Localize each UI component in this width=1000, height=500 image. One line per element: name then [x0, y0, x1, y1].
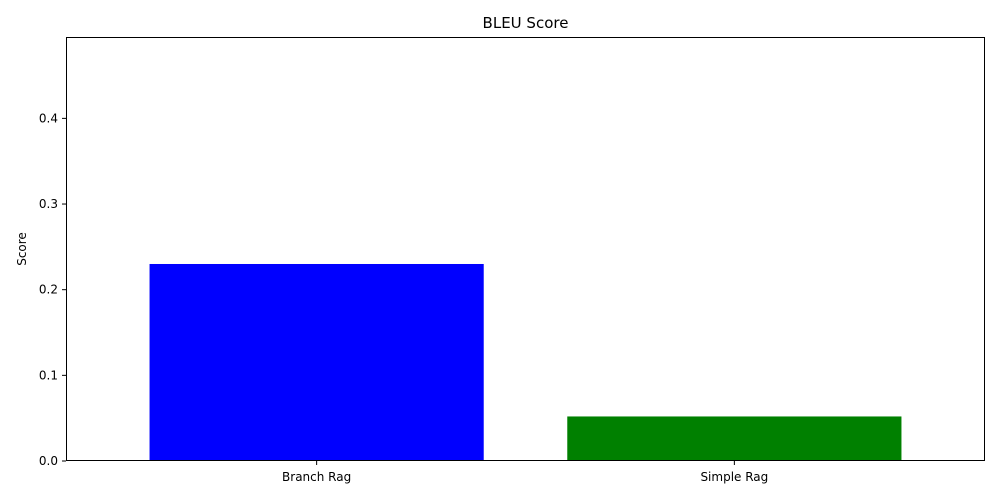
y-tick-label: 0.1 — [39, 368, 58, 382]
bars-layer — [149, 263, 902, 461]
y-tick-label: 0.2 — [39, 283, 58, 297]
x-tick-label: Branch Rag — [282, 470, 351, 484]
chart-title: BLEU Score — [483, 14, 569, 32]
y-tick-label: 0.3 — [39, 197, 58, 211]
plot-frame — [66, 37, 985, 461]
y-axis-ticks: 0.0 0.1 0.2 0.3 0.4 — [39, 111, 66, 468]
x-axis-ticks: Branch Rag Simple Rag — [282, 461, 768, 484]
y-tick-label: 0.0 — [39, 454, 58, 468]
bar-simple-rag — [567, 416, 902, 461]
y-tick-label: 0.4 — [39, 111, 58, 125]
bar-branch-rag — [149, 263, 484, 461]
x-tick-label: Simple Rag — [700, 470, 768, 484]
y-axis-label: Score — [15, 232, 29, 266]
